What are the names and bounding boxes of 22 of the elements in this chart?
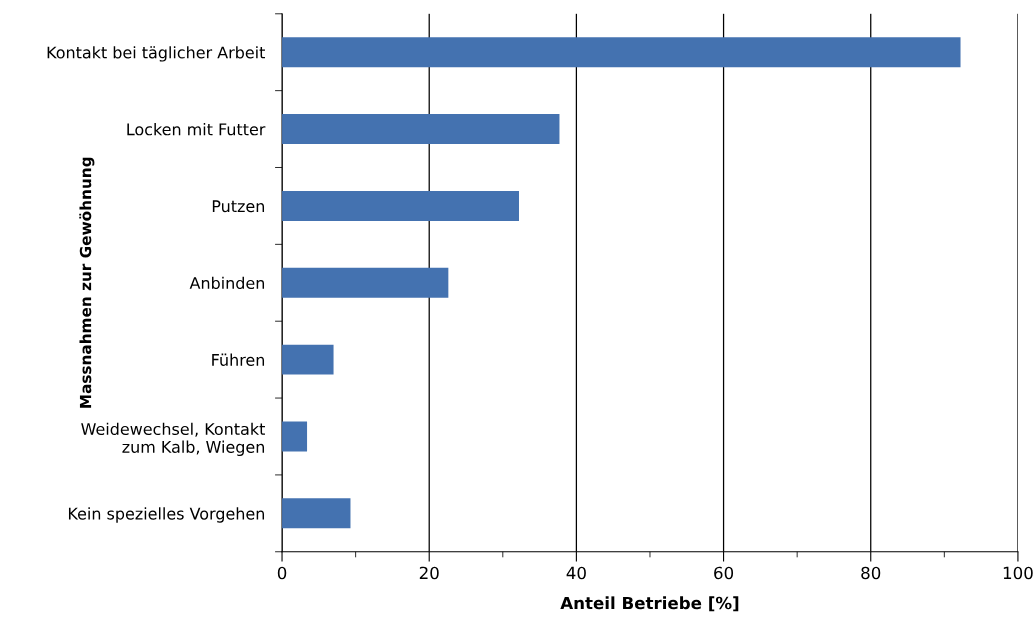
x-tick-label: 100	[1003, 566, 1033, 580]
x-tick-label: 80	[861, 566, 881, 580]
y-tick-label: Anbinden	[189, 276, 265, 290]
x-tick-label: 0	[277, 566, 287, 580]
bar	[282, 190, 519, 221]
bar	[282, 114, 560, 145]
y-tick-label: Locken mit Futter	[127, 123, 266, 136]
y-tick-label: Kein spezielles Vorgehen	[68, 507, 265, 523]
x-tick-label: 40	[566, 566, 586, 580]
x-tick-label: 60	[714, 566, 734, 580]
bar	[282, 344, 334, 375]
bar	[282, 267, 449, 298]
x-tick-label: 20	[419, 566, 439, 580]
bar	[282, 37, 961, 68]
y-tick-label: Kontakt bei täglicher Arbeit	[47, 46, 265, 62]
y-tick-label: Putzen	[212, 200, 265, 213]
bar	[282, 498, 351, 529]
bar	[282, 421, 308, 452]
y-axis-title: Massnahmen zur Gewöhnung	[79, 157, 95, 408]
y-tick-label: Weidewechsel, Kontakt zum Kalb, Wiegen	[81, 422, 265, 457]
y-tick-label: Führen	[212, 353, 265, 366]
x-axis-title: Anteil Betriebe [%]	[560, 596, 739, 612]
